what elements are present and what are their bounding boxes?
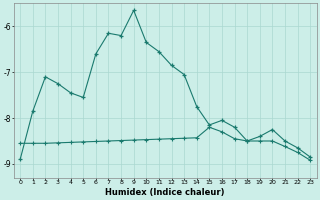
- X-axis label: Humidex (Indice chaleur): Humidex (Indice chaleur): [106, 188, 225, 197]
